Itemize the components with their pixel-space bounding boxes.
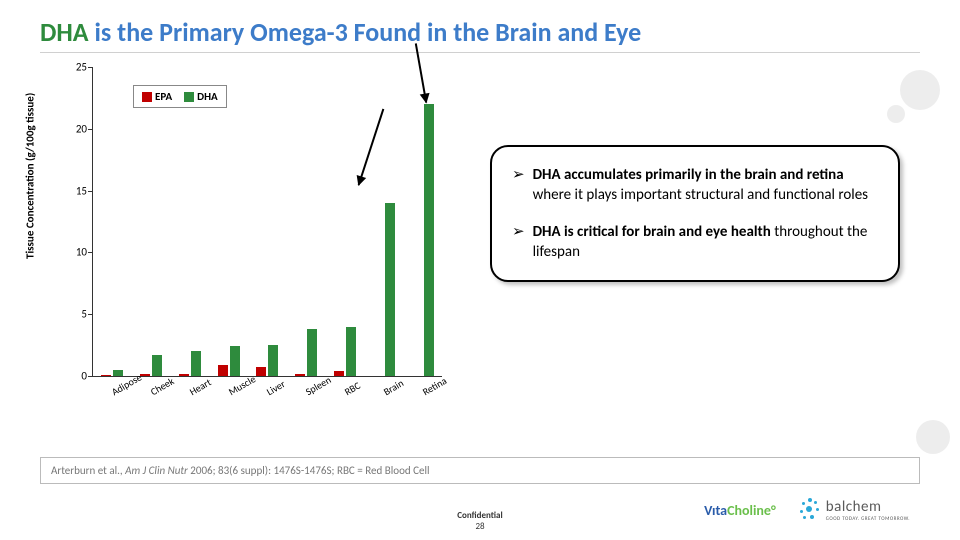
bar-group: Liver (248, 67, 286, 376)
ytick-mark (88, 314, 93, 315)
bar-group: Brain (365, 67, 403, 376)
bullet-text: DHA is critical for brain and eye health… (533, 222, 878, 263)
callout-bullet: ➢DHA is critical for brain and eye healt… (512, 222, 878, 263)
vitacholine-logo: VıtaCholine° (704, 502, 776, 519)
bar-dha (230, 346, 240, 376)
xtick-label: Cheek (148, 374, 176, 398)
callout-box: ➢DHA accumulates primarily in the brain … (490, 145, 900, 282)
decor-circle (916, 420, 950, 454)
logo-vita-part1: Vıta (704, 502, 727, 519)
bar-dha (424, 104, 434, 376)
bar-dha (268, 345, 278, 376)
bar-epa (140, 374, 150, 376)
bar-epa (295, 374, 305, 376)
bar-epa (101, 375, 111, 376)
bar-dha (346, 327, 356, 376)
y-axis-label: Tissue Concentration (g/100g tissue) (24, 93, 37, 259)
logo-vita-part2: Choline (727, 502, 771, 519)
bullet-glyph-icon: ➢ (512, 165, 525, 206)
xtick-label: RBC (342, 379, 363, 398)
bar-group: Heart (171, 67, 209, 376)
xtick-label: Liver (265, 377, 288, 398)
bar-epa (218, 365, 228, 376)
slide: DHA is the Primary Omega-3 Found in the … (0, 0, 960, 540)
decor-circle (900, 70, 940, 110)
tissue-concentration-chart: Tissue Concentration (g/100g tissue) EPA… (40, 59, 460, 439)
title-highlight: DHA (40, 16, 89, 48)
bullet-text: DHA accumulates primarily in the brain a… (533, 165, 878, 206)
bar-dha (385, 203, 395, 376)
bar-dha (113, 370, 123, 376)
citation-prefix: Arterburn et al., (51, 464, 125, 477)
balchem-text: balchem (826, 498, 910, 516)
bar-group: Retina (403, 67, 441, 376)
ytick-mark (88, 67, 93, 68)
ytick-mark (88, 191, 93, 192)
balchem-dots-icon (798, 498, 822, 522)
balchem-tagline: GOOD TODAY. GREAT TOMORROW. (826, 516, 910, 522)
ytick-mark (88, 252, 93, 253)
bar-group: Spleen (287, 67, 325, 376)
xtick-label: Muscle (226, 372, 258, 398)
bar-epa (179, 374, 189, 376)
page-title: DHA is the Primary Omega-3 Found in the … (40, 16, 920, 53)
bar-epa (256, 367, 266, 376)
ytick-mark (88, 376, 93, 377)
bar-epa (334, 371, 344, 376)
bullet-glyph-icon: ➢ (512, 222, 525, 263)
bar-dha (307, 329, 317, 376)
callout-bullet: ➢DHA accumulates primarily in the brain … (512, 165, 878, 206)
xtick-label: Heart (187, 376, 213, 399)
xtick-label: Retina (420, 374, 449, 398)
bar-group: Muscle (209, 67, 247, 376)
bar-group: Adipose (93, 67, 131, 376)
citation-journal: Am J Clin Nutr (125, 464, 188, 477)
title-rest: is the Primary Omega-3 Found in the Brai… (95, 16, 642, 48)
xtick-label: Brain (381, 376, 406, 398)
bar-group: RBC (326, 67, 364, 376)
balchem-logo: balchem GOOD TODAY. GREAT TOMORROW. (798, 498, 910, 522)
citation-suffix: 2006; 83(6 suppl): 1476S-1476S; RBC = Re… (188, 464, 430, 477)
xtick-label: Spleen (303, 373, 333, 398)
plot-area: EPADHA AdiposeCheekHeartMuscleLiverSplee… (92, 67, 442, 377)
decor-circle (887, 105, 905, 123)
logo-area: VıtaCholine° balchem GOOD TODAY. GREAT T… (704, 498, 910, 522)
bar-dha (191, 351, 201, 376)
citation: Arterburn et al., Am J Clin Nutr 2006; 8… (40, 457, 920, 484)
bar-group: Cheek (132, 67, 170, 376)
bar-dha (152, 355, 162, 376)
footer-page-number: 28 (0, 521, 960, 532)
ytick-mark (88, 129, 93, 130)
